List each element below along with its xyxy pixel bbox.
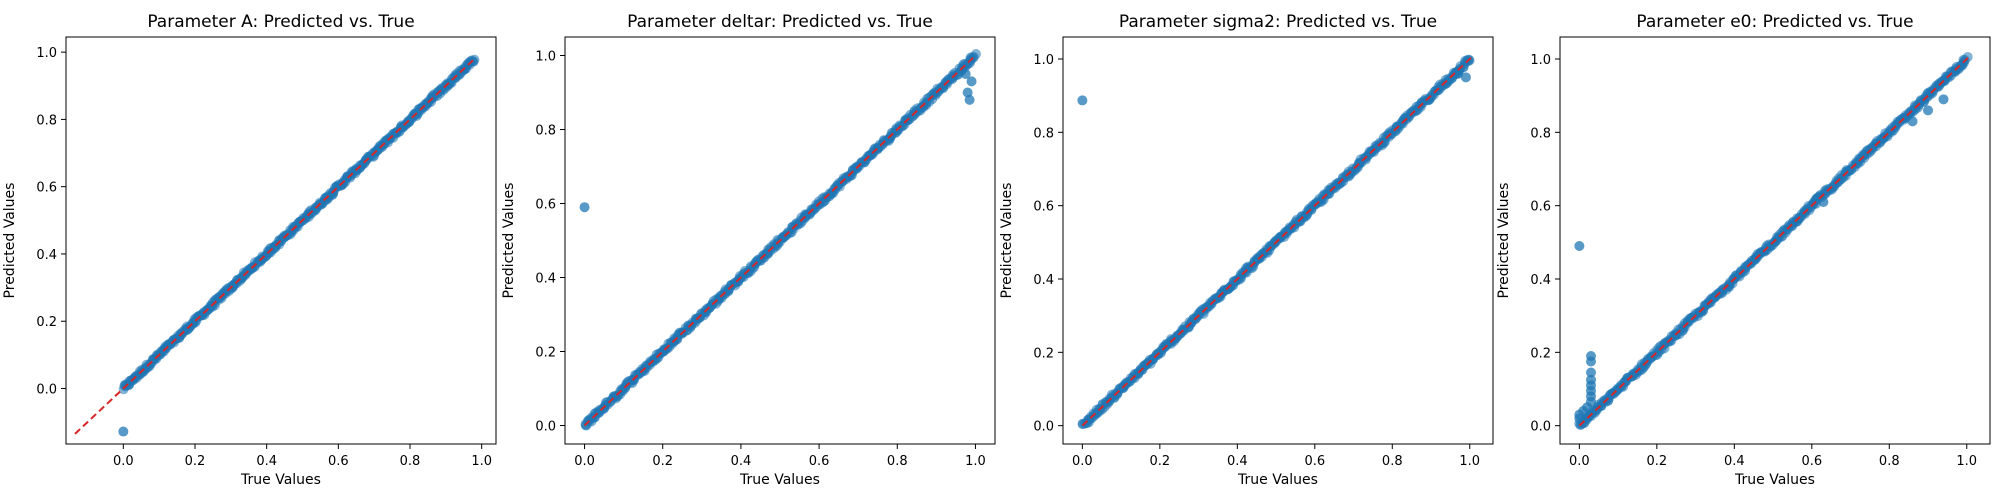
y-tick-label: 0.4 — [1530, 273, 1551, 288]
y-tick-label: 0.0 — [535, 420, 556, 435]
outlier-point — [118, 426, 129, 437]
outlier-point — [1077, 95, 1088, 106]
outlier-point — [1907, 116, 1918, 127]
outlier-point — [1818, 197, 1829, 207]
outlier-point — [966, 76, 977, 87]
y-tick-label: 0.6 — [535, 198, 556, 213]
y-tick-label: 1.0 — [36, 46, 57, 61]
x-tick-label: 1.0 — [965, 454, 986, 469]
outlier-point — [1453, 68, 1464, 79]
x-tick-label: 0.2 — [1150, 454, 1171, 469]
identity-line — [1081, 54, 1475, 427]
outlier-point — [579, 202, 590, 213]
x-tick-label: 0.8 — [1382, 454, 1403, 469]
subplot-4: Parameter e0: Predicted vs. True 0.0 0.2 0.… — [1496, 12, 1991, 488]
subplot-title: Parameter e0: Predicted vs. True — [1636, 12, 1913, 32]
y-tick-label: 0.4 — [535, 272, 556, 287]
outlier-point — [1574, 241, 1585, 251]
x-tick-label: 0.6 — [1801, 454, 1822, 469]
x-tick-label: 0.2 — [185, 454, 206, 469]
y-tick-label: 0.8 — [1530, 126, 1551, 141]
x-tick-label: 0.8 — [887, 454, 908, 469]
y-tick-label: 0.2 — [1530, 346, 1551, 361]
x-tick-label: 0.4 — [256, 454, 277, 469]
x-tick-label: 0.6 — [809, 454, 830, 469]
subplot-title: Parameter sigma2: Predicted vs. True — [1119, 12, 1437, 32]
subplot-title: Parameter A: Predicted vs. True — [147, 12, 414, 32]
axes-frame — [65, 36, 497, 445]
y-tick-label: 0.6 — [36, 181, 57, 196]
x-tick-label: 0.0 — [113, 454, 134, 469]
y-tick-label: 0.8 — [535, 124, 556, 139]
y-axis-label: Predicted Values — [2, 183, 18, 299]
y-axis-label: Predicted Values — [999, 183, 1015, 299]
x-tick-label: 0.8 — [1879, 454, 1900, 469]
identity-line — [1578, 54, 1972, 427]
axes-frame — [1062, 36, 1494, 445]
x-axis-label: True Values — [1734, 472, 1815, 488]
x-tick-label: 0.2 — [1647, 454, 1668, 469]
y-axis-label: Predicted Values — [501, 183, 517, 299]
x-tick-label: 0.4 — [1227, 454, 1248, 469]
x-tick-label: 1.0 — [471, 454, 492, 469]
outlier-point — [960, 69, 971, 79]
data-layer — [1574, 51, 1973, 431]
subplot-2: Parameter deltar: Predicted vs. True 0.0 0… — [501, 12, 996, 488]
data-layer — [74, 54, 480, 437]
x-axis-label: True Values — [240, 472, 321, 488]
y-tick-label: 0.4 — [1033, 273, 1054, 288]
x-tick-label: 0.0 — [1569, 454, 1590, 469]
x-tick-label: 0.8 — [400, 454, 421, 469]
identity-line — [74, 58, 476, 435]
y-tick-label: 1.0 — [1033, 53, 1054, 68]
x-tick-label: 0.6 — [328, 454, 349, 469]
y-tick-label: 0.2 — [535, 346, 556, 361]
outlier-point — [1574, 413, 1585, 424]
y-tick-label: 0.0 — [36, 383, 57, 398]
outlier-point — [1585, 367, 1596, 378]
y-axis-label: Predicted Values — [1496, 183, 1512, 299]
x-tick-label: 1.0 — [1956, 454, 1977, 469]
y-tick-label: 1.0 — [535, 50, 556, 65]
outlier-point — [964, 94, 975, 105]
identity-line — [583, 54, 977, 427]
subplot-title: Parameter deltar: Predicted vs. True — [627, 12, 933, 32]
axes-frame — [564, 36, 996, 445]
data-layer — [1077, 54, 1475, 430]
x-tick-label: 0.0 — [1072, 454, 1093, 469]
outlier-point — [1460, 72, 1471, 83]
y-tick-label: 0.8 — [1033, 126, 1054, 141]
y-tick-label: 0.2 — [36, 315, 57, 330]
axes-frame — [1559, 36, 1991, 445]
outlier-point — [1938, 94, 1949, 105]
outlier-point — [1585, 356, 1596, 367]
x-tick-label: 0.0 — [574, 454, 595, 469]
subplot-3: Parameter sigma2: Predicted vs. True 0.0 0… — [999, 12, 1494, 488]
x-axis-label: True Values — [739, 472, 820, 488]
y-tick-label: 0.4 — [36, 248, 57, 263]
outlier-point — [1923, 105, 1934, 116]
x-tick-label: 0.6 — [1304, 454, 1325, 469]
y-tick-label: 0.2 — [1033, 346, 1054, 361]
data-point — [970, 49, 981, 60]
y-tick-label: 0.0 — [1033, 420, 1054, 435]
y-tick-label: 0.8 — [36, 113, 57, 128]
y-tick-label: 1.0 — [1530, 53, 1551, 68]
subplot-1: Parameter A: Predicted vs. True 0.0 0.2 0.4… — [2, 12, 497, 488]
data-layer — [579, 49, 981, 431]
x-tick-label: 1.0 — [1459, 454, 1480, 469]
y-tick-label: 0.6 — [1033, 200, 1054, 215]
x-tick-label: 0.4 — [731, 454, 752, 469]
x-tick-label: 0.4 — [1724, 454, 1745, 469]
y-tick-label: 0.0 — [1530, 420, 1551, 435]
x-tick-label: 0.2 — [652, 454, 673, 469]
x-axis-label: True Values — [1237, 472, 1318, 488]
y-tick-label: 0.6 — [1530, 200, 1551, 215]
